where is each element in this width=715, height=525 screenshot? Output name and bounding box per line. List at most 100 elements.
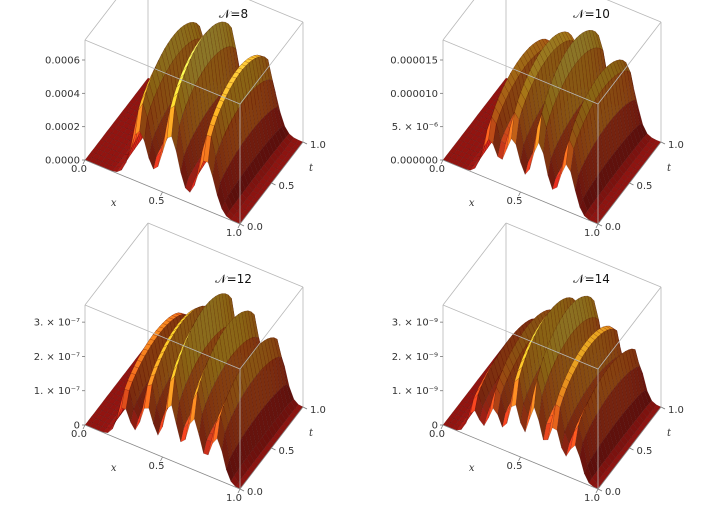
box-edge	[442, 222, 507, 306]
t-tick-mark	[239, 488, 245, 492]
box-edge	[84, 304, 241, 370]
x-tick-mark	[82, 424, 86, 430]
x-tick-mark	[595, 223, 599, 229]
x-tick-label: 0.5	[507, 196, 523, 207]
x-tick-label: 0.0	[71, 164, 87, 175]
x-tick-mark	[440, 159, 444, 165]
x-tick-mark	[595, 488, 599, 494]
surface-mesh	[442, 295, 662, 490]
t-tick-mark	[629, 182, 634, 186]
z-tick-label: 3. × 10⁻⁹	[392, 318, 438, 329]
t-tick-mark	[597, 488, 603, 492]
z-tick-label: 0.0002	[45, 122, 80, 133]
t-tick-label: 0.5	[279, 181, 295, 192]
box-edge	[147, 222, 304, 288]
t-tick-mark	[239, 223, 245, 227]
t-axis-label: t	[667, 163, 672, 174]
box-edge	[442, 304, 599, 370]
t-tick-mark	[302, 141, 308, 145]
x-tick-mark	[160, 456, 163, 462]
x-tick-label: 0.5	[149, 461, 165, 472]
surface-mesh	[84, 293, 304, 490]
x-axis-label: x	[469, 463, 475, 474]
t-tick-label: 0.0	[247, 487, 263, 498]
box-edge	[606, 0, 662, 23]
z-tick-label: 0.000000	[390, 156, 438, 167]
t-tick-label: 0.0	[605, 487, 621, 498]
x-axis-label: x	[111, 463, 117, 474]
t-tick-mark	[271, 182, 276, 186]
t-tick-label: 0.0	[247, 222, 263, 233]
box-edge	[442, 39, 599, 105]
box-edge	[239, 286, 304, 370]
z-tick-label: 2. × 10⁻⁷	[34, 352, 80, 363]
box-edge	[442, 0, 475, 41]
box-edge	[597, 286, 662, 370]
box-edge	[84, 222, 149, 306]
z-tick-label: 0	[432, 421, 438, 432]
x-tick-mark	[82, 159, 86, 165]
t-axis-label: t	[667, 428, 672, 439]
box-edge	[597, 21, 662, 105]
x-tick-label: 0.0	[71, 429, 87, 440]
x-tick-mark	[237, 488, 241, 494]
t-tick-label: 1.0	[668, 140, 684, 151]
t-tick-label: 0.5	[637, 181, 653, 192]
z-tick-label: 2. × 10⁻⁹	[392, 352, 438, 363]
t-axis-label: t	[309, 428, 314, 439]
box-edge	[505, 222, 662, 288]
surface-mesh	[442, 30, 662, 225]
z-tick-label: 3. × 10⁻⁷	[34, 318, 80, 329]
z-tick-label: 0.0004	[45, 89, 80, 100]
t-tick-label: 1.0	[310, 405, 326, 416]
surface-mesh	[84, 21, 304, 225]
x-tick-label: 1.0	[584, 228, 600, 239]
t-tick-label: 0.0	[605, 222, 621, 233]
x-tick-label: 1.0	[226, 493, 242, 504]
chart-title: 𝒩=8	[219, 7, 248, 21]
t-tick-mark	[302, 406, 308, 410]
box-edge	[239, 21, 304, 105]
chart-title: 𝒩=12	[215, 272, 252, 286]
x-tick-label: 0.5	[507, 461, 523, 472]
t-tick-label: 0.5	[637, 446, 653, 457]
z-tick-label: 0.000010	[390, 89, 438, 100]
t-tick-label: 0.5	[279, 446, 295, 457]
z-tick-label: 0.0006	[45, 56, 80, 67]
t-tick-label: 1.0	[668, 405, 684, 416]
x-tick-mark	[518, 191, 521, 197]
x-tick-mark	[518, 456, 521, 462]
t-tick-mark	[597, 223, 603, 227]
x-tick-label: 0.5	[149, 196, 165, 207]
t-tick-mark	[629, 447, 634, 451]
surface-plot-4: 𝒩=14 0.0 0.5 1.0 x 0.0 0.5 1.0 t 0 1. × 10⁻⁹ 2. × 1…	[392, 222, 684, 504]
t-tick-mark	[271, 447, 276, 451]
z-tick-label: 0	[74, 421, 80, 432]
x-tick-label: 1.0	[584, 493, 600, 504]
z-tick-label: 0.0000	[45, 156, 80, 167]
x-tick-label: 1.0	[226, 228, 242, 239]
x-tick-mark	[160, 191, 163, 197]
t-tick-label: 1.0	[310, 140, 326, 151]
z-tick-label: 1. × 10⁻⁹	[392, 386, 438, 397]
z-tick-label: 1. × 10⁻⁷	[34, 386, 80, 397]
x-axis-label: x	[469, 198, 475, 209]
x-tick-label: 0.0	[429, 164, 445, 175]
surface-plot-3: 𝒩=12 0.0 0.5 1.0 x 0.0 0.5 1.0 t 0 1. × 10⁻⁷ 2. × 1…	[34, 222, 326, 504]
z-tick-label: 5. × 10⁻⁶	[392, 122, 438, 133]
box-edge	[248, 0, 304, 23]
t-tick-mark	[660, 141, 666, 145]
chart-title: 𝒩=10	[573, 7, 610, 21]
surface-plot-1: 𝒩=8 0.0 0.5 1.0 x 0.0 0.5 1.0 t 0.0000 0.0002 0.000…	[45, 0, 326, 239]
x-tick-mark	[237, 223, 241, 229]
box-edge	[84, 39, 241, 105]
x-tick-mark	[440, 424, 444, 430]
x-tick-label: 0.0	[429, 429, 445, 440]
box-edge	[84, 0, 117, 41]
surface-plot-2: 𝒩=10 0.0 0.5 1.0 x 0.0 0.5 1.0 t 0.000000 5. × 10⁻…	[390, 0, 684, 239]
chart-title: 𝒩=14	[573, 272, 610, 286]
t-tick-mark	[660, 406, 666, 410]
t-axis-label: t	[309, 163, 314, 174]
z-tick-label: 0.000015	[390, 56, 438, 67]
